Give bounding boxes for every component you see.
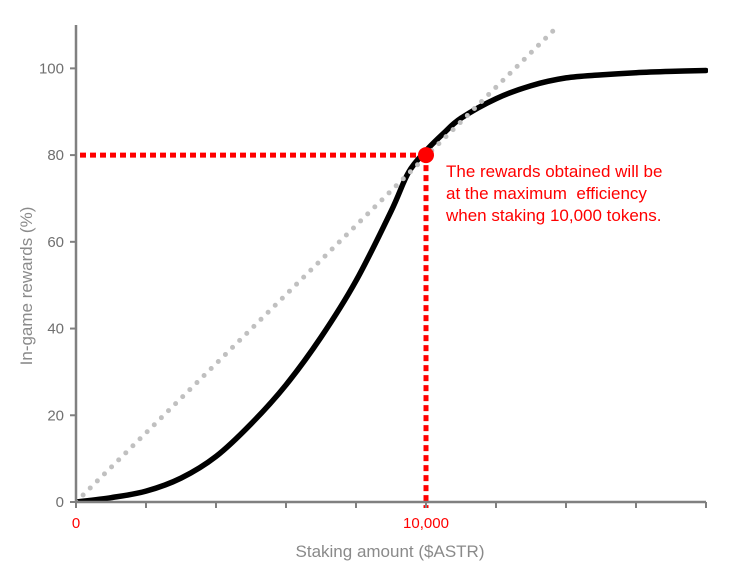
axes-layer: 0 20 40 60 80 100 0 10,000 xyxy=(39,25,707,532)
linear-reference-line xyxy=(76,22,562,502)
x-tick-label: 0 xyxy=(72,515,80,532)
y-tick-label: 0 xyxy=(56,494,64,511)
annotation-line: at the maximum efficiency xyxy=(446,184,647,203)
guide-layer xyxy=(80,152,429,508)
y-axis-title: In-game rewards (%) xyxy=(17,207,36,366)
y-tick-label: 60 xyxy=(47,234,64,251)
highlight-point xyxy=(418,147,434,164)
reward-curve xyxy=(76,67,708,502)
y-tick-label: 80 xyxy=(47,147,64,164)
highlight-layer xyxy=(418,147,434,164)
y-tick-label: 20 xyxy=(47,407,64,424)
annotation-line: The rewards obtained will be xyxy=(446,162,662,181)
series-layer xyxy=(76,22,708,502)
annotation-line: when staking 10,000 tokens. xyxy=(445,206,661,225)
y-tick-label: 40 xyxy=(47,321,64,338)
y-tick-label: 100 xyxy=(39,60,64,77)
x-axis-title: Staking amount ($ASTR) xyxy=(296,542,485,561)
x-tick-label: 10,000 xyxy=(403,515,449,532)
